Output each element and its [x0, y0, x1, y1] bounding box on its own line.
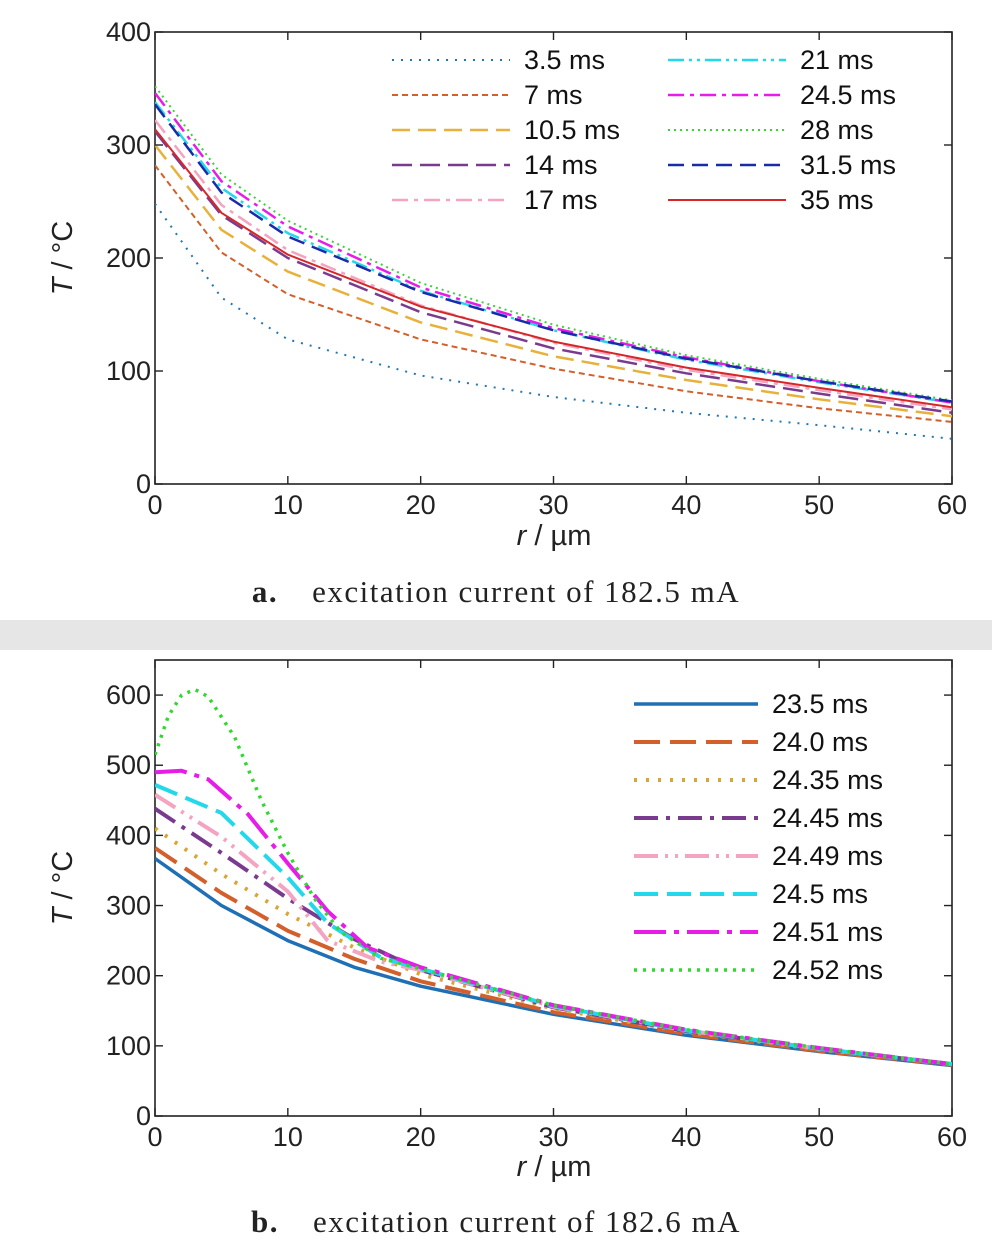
x-tick-label: 40	[671, 1122, 701, 1152]
y-tick-label: 600	[106, 680, 151, 710]
legend-label: 24.49 ms	[772, 841, 883, 871]
x-tick-label: 60	[937, 1122, 967, 1152]
legend-label: 24.51 ms	[772, 917, 883, 947]
legend-label: 3.5 ms	[524, 45, 605, 75]
series-line-3	[155, 144, 952, 418]
x-tick-label: 30	[538, 490, 568, 520]
series-line-7	[155, 92, 952, 404]
x-tick-label: 60	[937, 490, 967, 520]
caption-b-text: excitation current of 182.6 mA	[312, 1204, 742, 1239]
x-tick-label: 10	[273, 490, 303, 520]
x-tick-label: 50	[804, 1122, 834, 1152]
legend-label: 35 ms	[800, 185, 874, 215]
x-tick-label: 10	[273, 1122, 303, 1152]
series-line-7	[155, 768, 952, 1067]
panel-divider	[0, 620, 992, 650]
caption-a-label: a.	[251, 574, 279, 609]
x-tick-label: 20	[406, 490, 436, 520]
legend-label: 24.5 ms	[800, 80, 896, 110]
chart-a-ylabel: T / °C	[47, 221, 79, 295]
series-line-5	[155, 119, 952, 411]
caption-a-text: excitation current of 182.5 mA	[312, 574, 741, 609]
y-tick-label: 400	[106, 17, 151, 47]
legend: 3.5 ms 7 ms 10.5 ms 14 ms 17 ms 21 ms 24.5 ms 2…	[392, 45, 896, 215]
chart-a-xlabel: r / µm	[517, 520, 592, 552]
legend-label: 24.0 ms	[772, 727, 868, 757]
series-line-8	[155, 85, 952, 402]
plot-frame	[154, 659, 953, 1117]
x-tick-label: 40	[671, 490, 701, 520]
chart-b-xlabel: r / µm	[517, 1151, 592, 1183]
series-line-8	[155, 687, 952, 1066]
x-tick-label: 30	[538, 1122, 568, 1152]
y-tick-label: 0	[136, 469, 151, 499]
y-tick-label: 100	[106, 356, 151, 386]
legend-label: 31.5 ms	[800, 150, 896, 180]
legend-label: 17 ms	[524, 185, 598, 215]
x-tick-label: 50	[804, 490, 834, 520]
chart-a: T / °C r / µm 0 10 20 30 40 50 60 0 100 200 300 400…	[47, 17, 967, 552]
legend-label: 14 ms	[524, 150, 598, 180]
legend-label: 23.5 ms	[772, 689, 868, 719]
legend-label: 24.52 ms	[772, 955, 883, 985]
series-group	[155, 85, 952, 440]
legend-label: 21 ms	[800, 45, 874, 75]
series-line-9	[155, 103, 952, 403]
x-tick-label: 0	[147, 1122, 162, 1152]
legend-label: 24.5 ms	[772, 879, 868, 909]
caption-a: a. excitation current of 182.5 mA	[0, 574, 992, 610]
y-tick-label: 0	[136, 1101, 151, 1131]
series-line-2	[155, 846, 952, 1067]
legend-label: 24.35 ms	[772, 765, 883, 795]
series-line-2	[155, 164, 952, 423]
series-line-4	[155, 130, 952, 415]
y-tick-label: 300	[106, 130, 151, 160]
series-line-10	[155, 128, 952, 409]
series-group	[155, 687, 952, 1068]
y-tick-label: 200	[106, 243, 151, 273]
y-tick-label: 200	[106, 961, 151, 991]
y-tick-label: 400	[106, 820, 151, 850]
legend-label: 7 ms	[524, 80, 583, 110]
chart-b: T / °C r / µm 0 10 20 30 40 50 600100200300400…	[47, 659, 967, 1183]
y-tick-label: 500	[106, 750, 151, 780]
y-tick-label: 100	[106, 1031, 151, 1061]
x-tick-label: 20	[406, 1122, 436, 1152]
chart-a-plot: 0 10 20 30 40 50 60 0 100 200 300 400 3.5 ms 7 ms 10.5…	[106, 17, 967, 520]
legend-label: 10.5 ms	[524, 115, 620, 145]
legend-label: 28 ms	[800, 115, 874, 145]
y-tick-label: 300	[106, 891, 151, 921]
legend-label: 24.45 ms	[772, 803, 883, 833]
caption-b-label: b.	[250, 1204, 279, 1239]
legend: 23.5 ms 24.0 ms 24.35 ms 24.45 ms 24.49 ms 24…	[634, 689, 883, 985]
x-tick-label: 0	[147, 490, 162, 520]
series-line-6	[155, 101, 952, 404]
chart-b-ylabel: T / °C	[47, 851, 79, 925]
caption-b: b. excitation current of 182.6 mA	[0, 1204, 992, 1240]
